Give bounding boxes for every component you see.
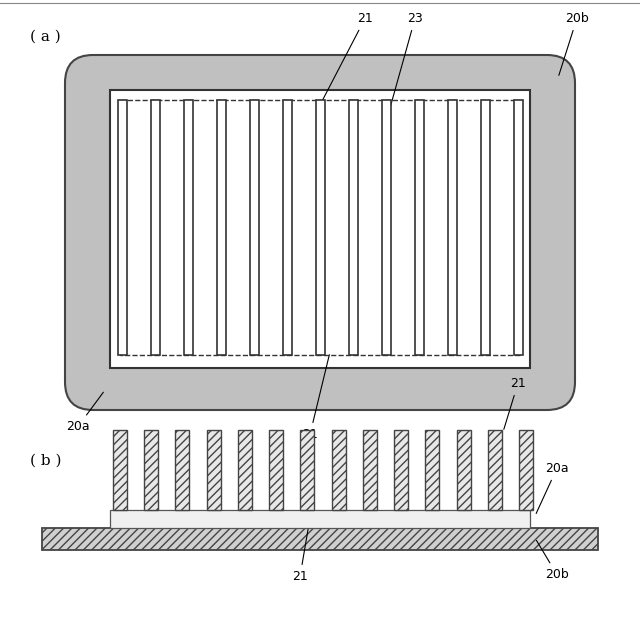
Bar (332, 430, 346, 510)
Bar (144, 430, 158, 510)
Bar (481, 100, 490, 355)
Bar (269, 430, 283, 510)
Bar (207, 430, 221, 510)
Bar (456, 430, 470, 510)
Text: 20a: 20a (66, 392, 103, 433)
FancyBboxPatch shape (65, 55, 575, 410)
Bar (238, 430, 252, 510)
Bar (349, 100, 358, 355)
Bar (282, 100, 291, 355)
Bar (300, 430, 314, 510)
Text: ( a ): ( a ) (30, 30, 61, 44)
Bar (513, 100, 522, 355)
Bar (415, 100, 424, 355)
Bar (316, 100, 324, 355)
Bar (175, 430, 189, 510)
Text: 20a: 20a (536, 462, 568, 513)
Bar (447, 100, 456, 355)
Text: 21: 21 (504, 377, 525, 429)
Text: 20b: 20b (559, 12, 589, 75)
Text: 21: 21 (321, 12, 373, 103)
Bar (110, 510, 530, 528)
Text: 21: 21 (292, 521, 310, 583)
Bar (488, 430, 502, 510)
Bar (110, 90, 530, 368)
Bar (363, 430, 377, 510)
Bar (184, 100, 193, 355)
Bar (381, 100, 390, 355)
Bar (394, 430, 408, 510)
Bar (426, 430, 439, 510)
Text: 20b: 20b (536, 541, 569, 581)
Text: ( b ): ( b ) (30, 454, 61, 468)
Text: 23: 23 (391, 12, 423, 105)
Text: 21: 21 (302, 354, 330, 441)
Bar (519, 430, 533, 510)
Bar (216, 100, 225, 355)
Bar (113, 430, 127, 510)
Bar (120, 100, 520, 355)
Bar (250, 100, 259, 355)
Bar (150, 100, 159, 355)
Bar (118, 100, 127, 355)
Bar (42, 528, 598, 550)
